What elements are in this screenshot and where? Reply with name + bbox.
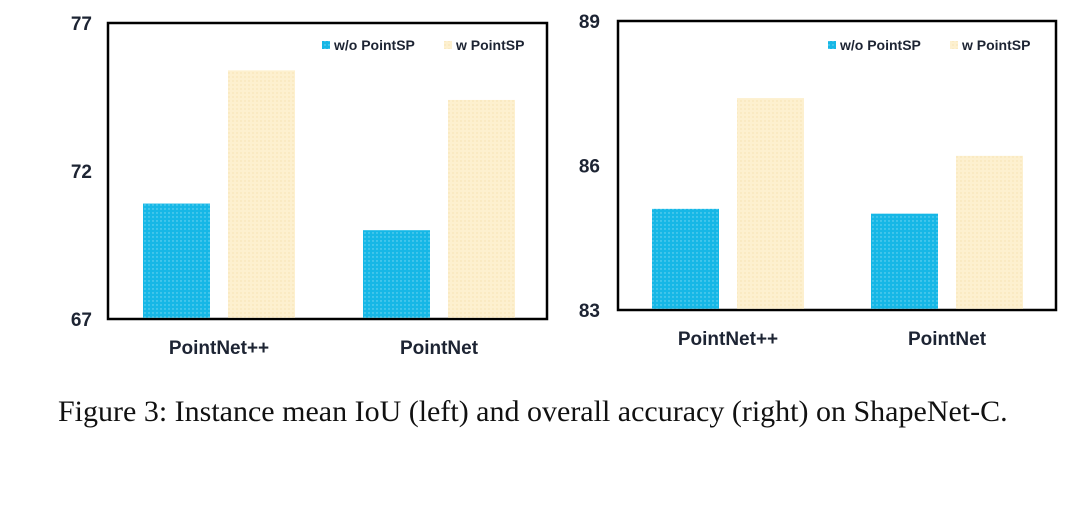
left-legend-swatch [322,41,330,49]
left-bar-pointnet-w-o-pointsp [363,230,430,318]
chart-left-iou: PointNet++ PointNet 67 72 77 w/o PointSP w Poi… [71,14,549,359]
left-ytick-label: 72 [71,162,92,183]
figure-caption: Figure 3: Instance mean IoU (left) and o… [58,395,1008,428]
left-ytick-label: 77 [71,14,92,35]
right-legend-swatch [828,41,836,49]
left-category-label: PointNet++ [169,338,269,359]
left-legend-swatch [444,41,452,49]
right-category-label: PointNet [908,329,987,350]
right-legend-label: w PointSP [961,37,1030,53]
right-bar-pointnet-w-o-pointsp [871,213,938,309]
right-ytick-label: 89 [579,12,600,33]
right-plot-frame [616,19,1058,312]
right-category-label: PointNet++ [678,329,778,350]
left-bar-pointnetplusplus-w-o-pointsp [143,203,210,318]
right-legend-swatch [950,41,958,49]
right-legend-label: w/o PointSP [839,37,921,53]
right-ytick-label: 86 [579,157,600,178]
right-bar-pointnetplusplus-w-o-pointsp [652,208,719,309]
left-bar-pointnet-w-pointsp [448,99,515,318]
left-category-label: PointNet [400,338,479,359]
left-legend-label: w/o PointSP [333,37,415,53]
right-bar-pointnet-w-pointsp [956,155,1023,309]
left-ytick-label: 67 [71,310,92,331]
left-plot-frame [106,21,549,321]
left-legend-label: w PointSP [455,37,524,53]
right-ytick-label: 83 [579,301,600,322]
chart-right-accuracy: PointNet++ PointNet 83 86 89 w/o PointSP w Poi… [579,12,1058,350]
left-bar-pointnetplusplus-w-pointsp [228,70,295,318]
right-bar-pointnetplusplus-w-pointsp [737,98,804,309]
